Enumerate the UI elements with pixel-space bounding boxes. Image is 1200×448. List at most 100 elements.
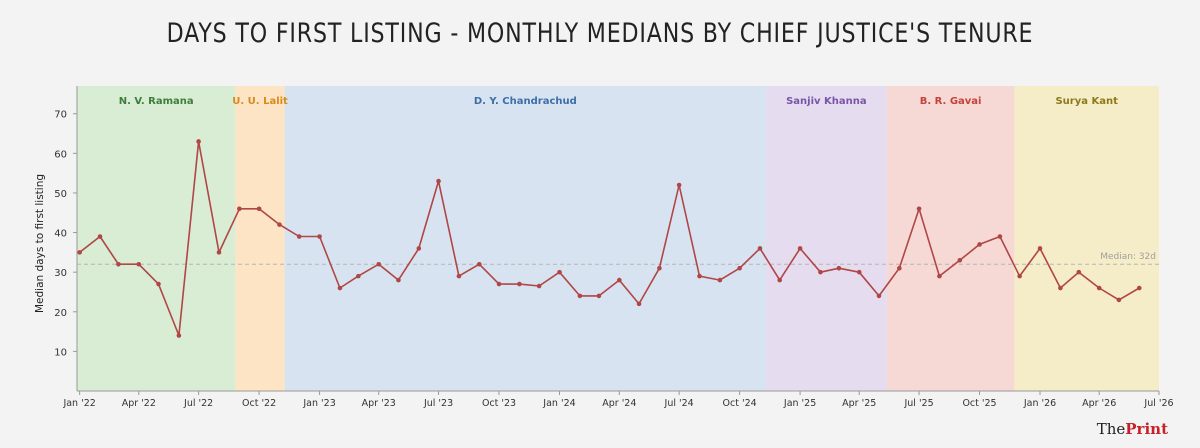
x-tick-label: Oct '25 bbox=[962, 398, 996, 409]
data-point bbox=[496, 281, 502, 287]
data-point bbox=[836, 265, 842, 271]
y-tick-label: 60 bbox=[54, 149, 67, 160]
tenure-label: N. V. Ramana bbox=[119, 96, 194, 107]
data-point bbox=[737, 265, 742, 271]
brand-logo: ThePrint bbox=[1097, 420, 1168, 438]
data-point bbox=[557, 269, 562, 275]
data-point bbox=[237, 206, 242, 212]
data-point bbox=[1017, 273, 1022, 279]
brand-prefix: The bbox=[1096, 420, 1126, 438]
tenure-label: Surya Kant bbox=[1055, 96, 1118, 107]
data-point bbox=[1037, 246, 1043, 251]
series-group bbox=[77, 139, 1142, 338]
x-tick-label: Oct '24 bbox=[723, 398, 757, 409]
series-line bbox=[79, 140, 1140, 337]
axes: 10 20 30 40 50 60 70 Jan '22 Apr '22 Jul '22 Oct '… bbox=[34, 86, 1174, 409]
reference-line-group: Median: 32d bbox=[77, 252, 1159, 265]
data-point bbox=[937, 273, 942, 279]
x-tick-label: Jul '22 bbox=[183, 398, 213, 409]
data-point bbox=[577, 293, 583, 299]
data-point bbox=[337, 285, 343, 291]
x-tick-label: Jul '25 bbox=[903, 398, 933, 409]
x-tick-label: Apr '24 bbox=[602, 398, 636, 409]
data-point bbox=[636, 301, 642, 307]
y-tick-label: 30 bbox=[54, 268, 67, 279]
data-point bbox=[957, 257, 963, 263]
data-point bbox=[136, 261, 142, 267]
brand-name: Print bbox=[1125, 420, 1168, 438]
data-point bbox=[1136, 285, 1142, 291]
y-tick-label: 70 bbox=[54, 110, 67, 121]
tenure-band bbox=[765, 86, 887, 391]
x-tick-label: Jul '26 bbox=[1143, 398, 1173, 409]
x-tick-label: Jan '26 bbox=[1023, 398, 1056, 409]
data-point bbox=[196, 139, 201, 144]
data-point bbox=[997, 234, 1003, 239]
data-point bbox=[216, 250, 222, 255]
x-tick-label: Apr '25 bbox=[842, 398, 876, 409]
x-tick-label: Apr '23 bbox=[362, 398, 396, 409]
tenure-label: D. Y. Chandrachud bbox=[474, 96, 577, 107]
x-tick-label: Apr '26 bbox=[1082, 398, 1116, 409]
tenure-label: Sanjiv Khanna bbox=[786, 96, 867, 107]
tenure-label: B. R. Gavai bbox=[920, 96, 982, 107]
data-point bbox=[1076, 269, 1082, 275]
tenure-label: U. U. Lalit bbox=[232, 96, 288, 107]
data-point bbox=[977, 242, 982, 247]
y-tick-label: 10 bbox=[54, 347, 67, 358]
data-point bbox=[376, 261, 382, 267]
data-point bbox=[876, 293, 882, 299]
median-reference-label: Median: 32d bbox=[1100, 252, 1156, 262]
x-tick-label: Jan '24 bbox=[542, 398, 575, 409]
tenure-band bbox=[77, 86, 236, 391]
data-point bbox=[456, 273, 462, 279]
x-tick-label: Apr '22 bbox=[122, 398, 156, 409]
y-tick-label: 50 bbox=[54, 189, 67, 200]
data-point bbox=[897, 265, 902, 271]
tenure-band bbox=[235, 86, 285, 391]
data-point bbox=[77, 250, 82, 255]
data-point bbox=[717, 277, 723, 283]
x-tick-label: Jan '25 bbox=[783, 398, 816, 409]
data-point bbox=[1116, 297, 1122, 303]
data-point bbox=[436, 178, 441, 184]
data-point bbox=[916, 206, 922, 212]
data-point bbox=[256, 206, 262, 212]
data-point bbox=[797, 246, 803, 251]
data-point bbox=[617, 277, 622, 283]
y-tick-label: 20 bbox=[54, 308, 67, 319]
data-point bbox=[1058, 285, 1063, 291]
x-tick-label: Jan '22 bbox=[62, 398, 95, 409]
x-tick-label: Jul '23 bbox=[423, 398, 453, 409]
data-point bbox=[856, 269, 862, 275]
x-tick-label: Oct '23 bbox=[482, 398, 516, 409]
tenure-labels: N. V. Ramana U. U. Lalit D. Y. Chandrachud… bbox=[119, 96, 1118, 107]
y-tick-label: 40 bbox=[54, 229, 67, 240]
data-point bbox=[116, 261, 121, 267]
data-point bbox=[176, 333, 182, 338]
tenure-band bbox=[284, 86, 766, 391]
data-point bbox=[396, 277, 401, 283]
data-point bbox=[277, 222, 282, 227]
data-point bbox=[156, 281, 161, 287]
data-point bbox=[818, 269, 823, 275]
data-point bbox=[356, 273, 361, 279]
data-point bbox=[517, 281, 522, 287]
tenure-band bbox=[1014, 86, 1159, 391]
data-point bbox=[596, 293, 602, 299]
data-point bbox=[757, 246, 763, 251]
data-point bbox=[1096, 285, 1102, 291]
data-point bbox=[697, 273, 702, 279]
y-axis-label: Median days to first listing bbox=[34, 174, 46, 313]
data-point bbox=[657, 265, 662, 271]
data-point bbox=[317, 234, 322, 239]
x-tick-label: Jul '24 bbox=[664, 398, 694, 409]
data-point bbox=[476, 261, 482, 267]
data-point bbox=[296, 234, 302, 239]
data-point bbox=[777, 277, 783, 283]
x-tick-label: Oct '22 bbox=[242, 398, 276, 409]
data-point bbox=[416, 246, 422, 251]
data-point bbox=[676, 182, 682, 188]
data-point bbox=[97, 234, 103, 239]
